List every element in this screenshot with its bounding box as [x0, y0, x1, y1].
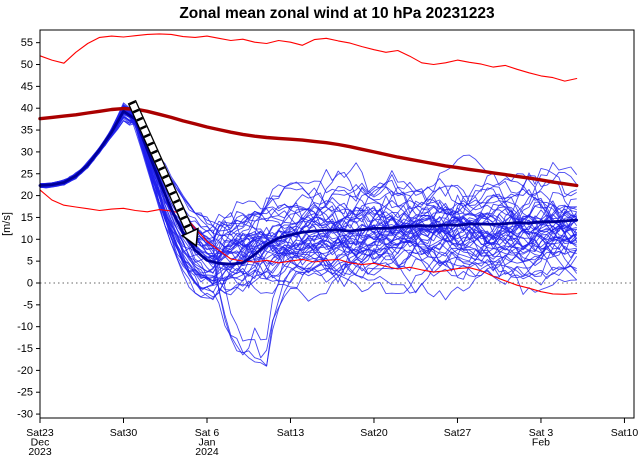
ensemble-member-line — [39, 108, 578, 302]
ensemble-member-line — [39, 107, 577, 359]
arrow-annotation — [127, 99, 199, 248]
y-tick-label: 15 — [21, 212, 33, 224]
y-tick-label: -30 — [17, 409, 33, 421]
ensemble-mean-line — [38, 109, 579, 266]
ensemble-member-line — [39, 113, 578, 298]
chart-title: Zonal mean zonal wind at 10 hPa 20231223 — [179, 5, 495, 22]
y-tick-label: 25 — [21, 168, 33, 180]
y-tick-label: 45 — [21, 81, 33, 93]
arrow-shaft-dashes — [128, 100, 194, 236]
x-tick-label: Dec — [31, 437, 50, 449]
y-tick-label: 0 — [27, 277, 33, 289]
y-tick-label: 55 — [21, 37, 33, 49]
x-tick-label: Sat 3 — [529, 427, 554, 439]
climatological-maximum-line — [39, 33, 578, 82]
arrow-head — [180, 227, 199, 248]
y-tick-label: -10 — [17, 321, 33, 333]
x-tick-label: Sat 6 — [195, 427, 220, 439]
x-tick-label: Sat10 — [611, 427, 639, 439]
y-tick-label: 50 — [21, 59, 33, 71]
y-tick-label: -25 — [17, 387, 33, 399]
plot-area — [38, 33, 634, 367]
y-tick-label: -5 — [23, 299, 33, 311]
y-tick-label: 35 — [21, 125, 33, 137]
y-tick-label: 10 — [21, 234, 33, 246]
x-tick-label: Sat23 — [26, 427, 54, 439]
plot-frame — [39, 29, 635, 419]
x-tick-label: 2024 — [195, 446, 219, 455]
x-tick-label: Sat27 — [444, 427, 472, 439]
x-tick-label: Jan — [199, 437, 216, 449]
y-tick-label: 5 — [27, 256, 33, 268]
y-tick-label: -20 — [17, 365, 33, 377]
climatological-minimum-line — [39, 189, 578, 295]
y-tick-label: 40 — [21, 103, 33, 115]
x-tick-label: Sat13 — [277, 427, 305, 439]
x-tick-label: Sat20 — [360, 427, 388, 439]
y-tick-label: 20 — [21, 190, 33, 202]
x-tick-label: Sat30 — [110, 427, 138, 439]
x-tick-label: 2023 — [28, 446, 52, 455]
y-tick-label: -15 — [17, 343, 33, 355]
y-axis-label: [m/s] — [1, 212, 13, 236]
y-tick-label: 30 — [21, 146, 33, 158]
axes: 5550454035302520151050-5-10-15-20-25-30S… — [17, 29, 639, 455]
x-tick-label: Feb — [532, 437, 550, 449]
ensemble-member-line — [39, 115, 578, 272]
climatological-mean-line — [38, 106, 579, 188]
